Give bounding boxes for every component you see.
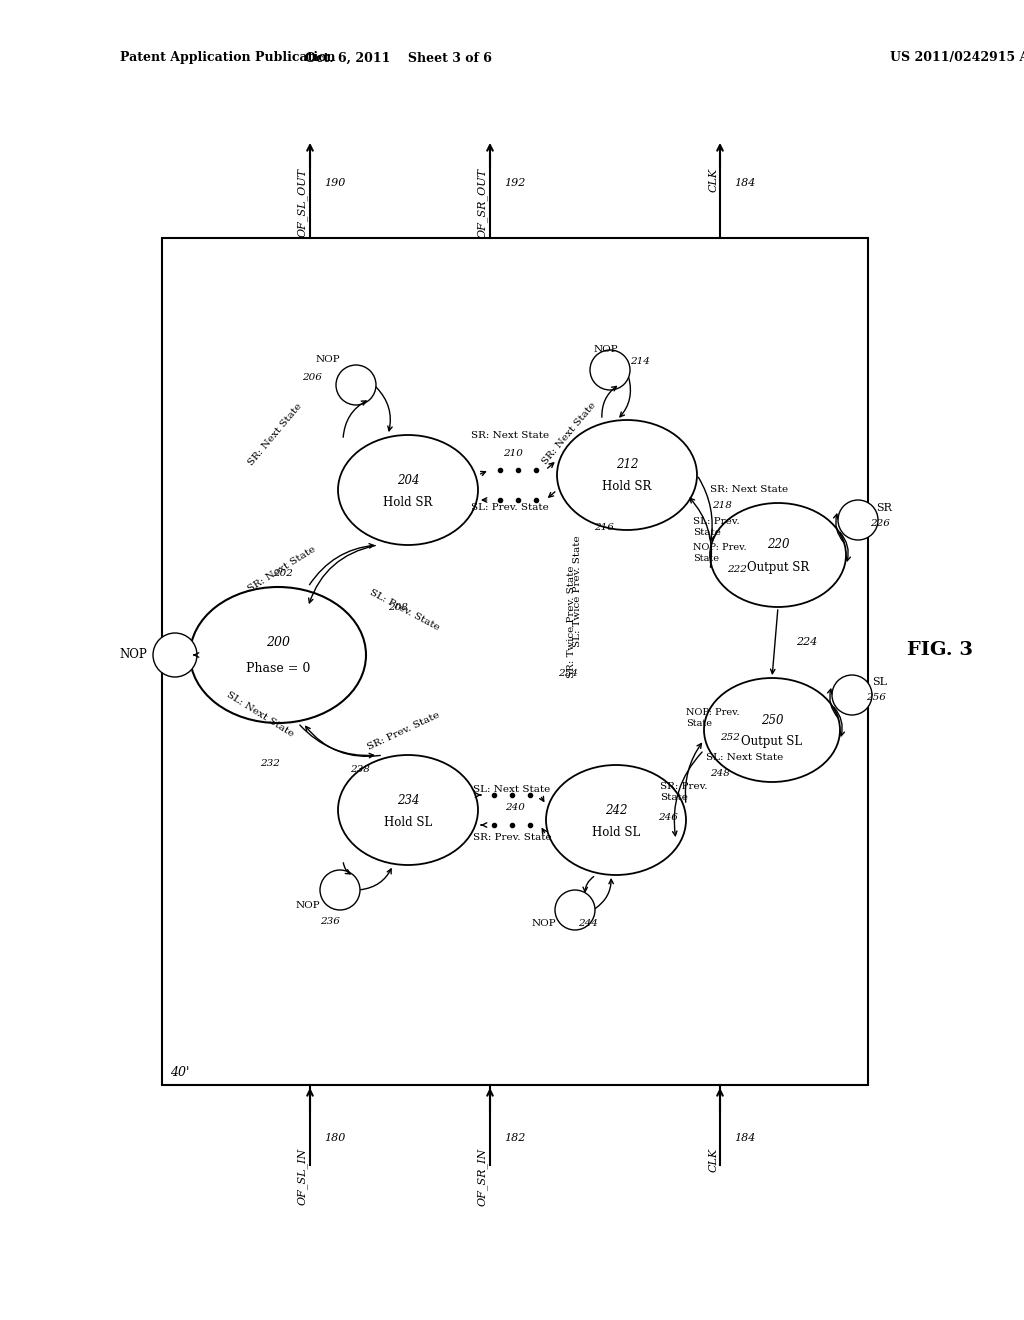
Text: NOP: NOP [315, 355, 340, 364]
Text: 256: 256 [866, 693, 886, 702]
Text: 232: 232 [260, 759, 280, 767]
Text: NOP: NOP [295, 902, 319, 911]
Circle shape [590, 350, 630, 389]
Text: 216: 216 [594, 523, 613, 532]
Circle shape [336, 366, 376, 405]
Ellipse shape [546, 766, 686, 875]
Text: Hold SL: Hold SL [592, 825, 640, 838]
Text: 252: 252 [720, 734, 740, 742]
Text: 210: 210 [503, 449, 523, 458]
Text: 208: 208 [388, 602, 408, 611]
Text: CLK: CLK [709, 1148, 719, 1172]
Text: 218: 218 [712, 500, 732, 510]
Text: SR: Prev. State: SR: Prev. State [367, 710, 441, 752]
Text: 202: 202 [273, 569, 293, 578]
Text: 234: 234 [396, 793, 419, 807]
Text: 254: 254 [558, 668, 578, 677]
Ellipse shape [190, 587, 366, 723]
Text: SL: Next State: SL: Next State [225, 690, 295, 739]
Text: NOP: NOP [593, 346, 618, 355]
Text: CLK: CLK [709, 168, 719, 193]
Text: 236: 236 [319, 917, 340, 927]
Text: Phase = 0: Phase = 0 [246, 663, 310, 676]
Circle shape [555, 890, 595, 931]
Circle shape [831, 675, 872, 715]
Text: 242: 242 [605, 804, 628, 817]
Text: NOP: NOP [119, 648, 147, 661]
Text: 250: 250 [761, 714, 783, 726]
Text: SL: SL [872, 677, 887, 686]
Text: SL: Next State: SL: Next State [706, 752, 783, 762]
Ellipse shape [557, 420, 697, 531]
Text: Hold SL: Hold SL [384, 816, 432, 829]
Ellipse shape [338, 755, 478, 865]
Text: 204: 204 [396, 474, 419, 487]
Text: Hold SR: Hold SR [383, 495, 433, 508]
Ellipse shape [710, 503, 846, 607]
Text: 224: 224 [796, 638, 817, 647]
Bar [162, 238, 868, 1085]
Text: SR: Prev.
State: SR: Prev. State [660, 783, 708, 801]
Text: SL: Twice Prev. State: SL: Twice Prev. State [573, 535, 583, 647]
Text: 40': 40' [170, 1067, 189, 1080]
Text: OF_SL_OUT: OF_SL_OUT [297, 168, 307, 238]
Ellipse shape [705, 678, 840, 781]
Text: 246: 246 [658, 813, 678, 822]
Text: NOP: NOP [531, 920, 556, 928]
Text: US 2011/0242915 A1: US 2011/0242915 A1 [890, 51, 1024, 65]
Text: Output SR: Output SR [746, 561, 809, 573]
Text: NOP: Prev.
State: NOP: Prev. State [693, 544, 746, 562]
Text: OF_SR_IN: OF_SR_IN [476, 1148, 487, 1206]
Text: Oct. 6, 2011    Sheet 3 of 6: Oct. 6, 2011 Sheet 3 of 6 [304, 51, 492, 65]
Text: SR: Next State: SR: Next State [247, 544, 317, 593]
Text: OF_SL_IN: OF_SL_IN [297, 1148, 307, 1205]
Text: 220: 220 [767, 539, 790, 552]
Text: OF_SR_OUT: OF_SR_OUT [476, 168, 487, 238]
Text: 248: 248 [710, 768, 730, 777]
Text: 190: 190 [324, 178, 345, 187]
Text: SL: Prev. State: SL: Prev. State [368, 587, 440, 632]
Text: SR: Next State: SR: Next State [710, 486, 788, 495]
Text: 226: 226 [870, 520, 890, 528]
Text: 184: 184 [734, 178, 756, 187]
Text: 200: 200 [266, 636, 290, 649]
Circle shape [153, 634, 197, 677]
Text: 240: 240 [505, 804, 525, 813]
Ellipse shape [338, 436, 478, 545]
Text: Hold SR: Hold SR [602, 480, 651, 494]
Text: 184: 184 [734, 1133, 756, 1143]
Text: SL: Prev.
State: SL: Prev. State [693, 517, 739, 537]
Text: Output SL: Output SL [741, 735, 803, 748]
Circle shape [838, 500, 878, 540]
Text: SR: Twice Prev. State: SR: Twice Prev. State [567, 565, 577, 678]
Text: 192: 192 [504, 178, 525, 187]
Text: SL: Prev. State: SL: Prev. State [471, 503, 549, 512]
Text: SR: Next State: SR: Next State [247, 403, 303, 467]
Text: SL: Next State: SL: Next State [473, 785, 551, 795]
Text: SR: Prev. State: SR: Prev. State [473, 833, 551, 842]
Text: 222: 222 [727, 565, 746, 574]
Text: FIG. 3: FIG. 3 [907, 642, 973, 659]
Text: SR: SR [876, 503, 892, 513]
Text: 244: 244 [578, 920, 598, 928]
Text: 182: 182 [504, 1133, 525, 1143]
Text: 238: 238 [350, 766, 370, 775]
Text: 214: 214 [630, 358, 650, 367]
Text: Patent Application Publication: Patent Application Publication [120, 51, 336, 65]
Text: 206: 206 [302, 374, 322, 383]
Text: 212: 212 [615, 458, 638, 471]
Circle shape [319, 870, 360, 909]
Text: SR: Next State: SR: Next State [471, 430, 549, 440]
Text: NOP: Prev.
State: NOP: Prev. State [686, 709, 739, 727]
Text: SR: Next State: SR: Next State [541, 401, 597, 467]
Text: 180: 180 [324, 1133, 345, 1143]
